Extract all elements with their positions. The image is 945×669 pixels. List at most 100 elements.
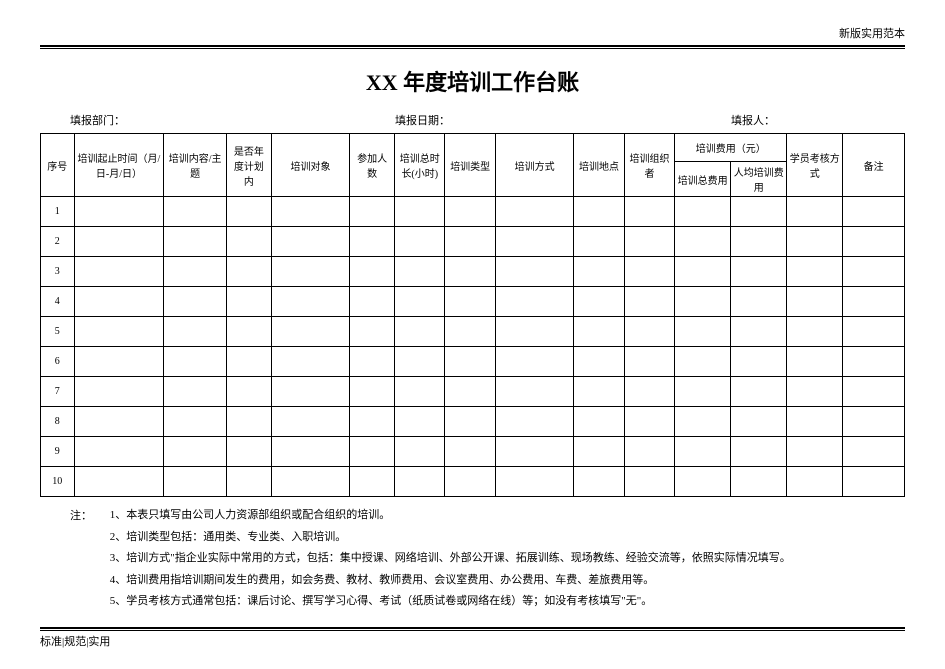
- col-hours: 培训总时长(小时): [395, 134, 445, 197]
- cell: [395, 347, 445, 377]
- cell: [350, 227, 395, 257]
- cell: [787, 467, 843, 497]
- col-cost-per: 人均培训费用: [731, 162, 787, 197]
- cell: [574, 287, 624, 317]
- cell: [495, 227, 573, 257]
- cell: [624, 287, 674, 317]
- cell: [227, 227, 272, 257]
- cell: [495, 317, 573, 347]
- cell: [164, 407, 227, 437]
- cell: [731, 347, 787, 377]
- table-row: 5: [41, 317, 905, 347]
- cell: [495, 197, 573, 227]
- cell: [574, 437, 624, 467]
- cell: [787, 407, 843, 437]
- col-method: 培训方式: [495, 134, 573, 197]
- table-row: 2: [41, 227, 905, 257]
- cell: [731, 227, 787, 257]
- cell: [395, 197, 445, 227]
- cell: [395, 227, 445, 257]
- cell: [731, 467, 787, 497]
- row-seq: 7: [41, 377, 75, 407]
- cell: [164, 317, 227, 347]
- cell: [227, 287, 272, 317]
- header-tag: 新版实用范本: [839, 25, 905, 41]
- notes-section: 注： 1、本表只填写由公司人力资源部组织或配合组织的培训。 2、培训类型包括：通…: [40, 507, 905, 615]
- cell: [271, 377, 349, 407]
- cell: [624, 407, 674, 437]
- cell: [350, 347, 395, 377]
- cell: [787, 347, 843, 377]
- cell: [675, 377, 731, 407]
- cell: [395, 257, 445, 287]
- cell: [445, 437, 495, 467]
- note-item: 2、培训类型包括：通用类、专业类、入职培训。: [110, 529, 791, 546]
- table-row: 4: [41, 287, 905, 317]
- cell: [271, 197, 349, 227]
- col-people: 参加人数: [350, 134, 395, 197]
- table-row: 7: [41, 377, 905, 407]
- meta-dept: 填报部门：: [70, 112, 305, 128]
- cell: [787, 257, 843, 287]
- cell: [787, 287, 843, 317]
- cell: [843, 347, 905, 377]
- table-row: 10: [41, 467, 905, 497]
- cell: [574, 257, 624, 287]
- col-cost-total: 培训总费用: [675, 162, 731, 197]
- cell: [350, 197, 395, 227]
- cell: [164, 437, 227, 467]
- cell: [675, 437, 731, 467]
- page-title: XX 年度培训工作台账: [40, 65, 905, 97]
- cell: [227, 467, 272, 497]
- cell: [731, 437, 787, 467]
- col-target: 培训对象: [271, 134, 349, 197]
- cell: [74, 257, 164, 287]
- cell: [350, 287, 395, 317]
- col-location: 培训地点: [574, 134, 624, 197]
- note-item: 1、本表只填写由公司人力资源部组织或配合组织的培训。: [110, 507, 791, 524]
- cell: [271, 227, 349, 257]
- table-row: 3: [41, 257, 905, 287]
- cell: [495, 407, 573, 437]
- cell: [495, 287, 573, 317]
- cell: [624, 257, 674, 287]
- cell: [445, 407, 495, 437]
- header-rule-thin: [40, 48, 905, 49]
- row-seq: 4: [41, 287, 75, 317]
- cell: [624, 377, 674, 407]
- cell: [395, 287, 445, 317]
- cell: [164, 287, 227, 317]
- cell: [227, 257, 272, 287]
- cell: [574, 347, 624, 377]
- cell: [395, 437, 445, 467]
- ledger-table: 序号 培训起止时间（月/日-月/日） 培训内容/主题 是否年度计划内 培训对象 …: [40, 133, 905, 497]
- table-row: 8: [41, 407, 905, 437]
- cell: [227, 437, 272, 467]
- row-seq: 5: [41, 317, 75, 347]
- cell: [787, 317, 843, 347]
- cell: [350, 257, 395, 287]
- row-seq: 8: [41, 407, 75, 437]
- col-organizer: 培训组织者: [624, 134, 674, 197]
- cell: [164, 377, 227, 407]
- cell: [731, 317, 787, 347]
- cell: [74, 197, 164, 227]
- note-item: 5、学员考核方式通常包括：课后讨论、撰写学习心得、考试（纸质试卷或网络在线）等；…: [110, 593, 791, 610]
- row-seq: 2: [41, 227, 75, 257]
- cell: [731, 377, 787, 407]
- cell: [445, 257, 495, 287]
- cell: [271, 407, 349, 437]
- notes-label: 注：: [70, 507, 92, 523]
- cell: [74, 317, 164, 347]
- table-row: 1: [41, 197, 905, 227]
- cell: [445, 197, 495, 227]
- cell: [574, 227, 624, 257]
- cell: [271, 257, 349, 287]
- cell: [164, 227, 227, 257]
- col-cost-group: 培训费用（元）: [675, 134, 787, 162]
- meta-date: 填报日期：: [305, 112, 540, 128]
- cell: [843, 467, 905, 497]
- col-type: 培训类型: [445, 134, 495, 197]
- cell: [445, 227, 495, 257]
- cell: [843, 257, 905, 287]
